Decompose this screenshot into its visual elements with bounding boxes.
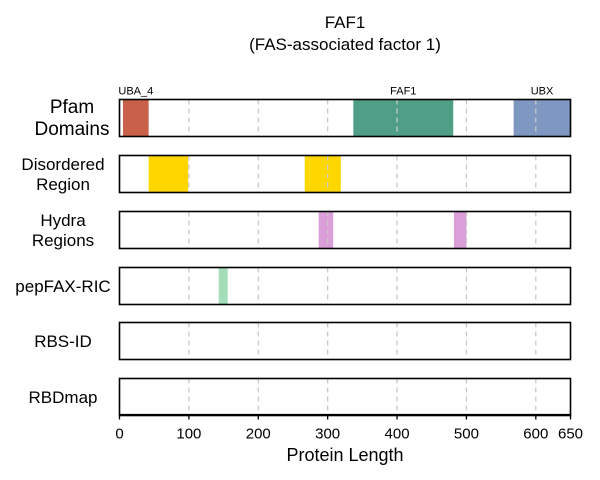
- track-label-line: Hydra: [40, 211, 86, 230]
- track-label-line: Region: [36, 175, 90, 194]
- track-rbs-id: RBS-ID: [34, 321, 572, 361]
- track-label-line: Regions: [32, 231, 94, 250]
- region-hydra-regions-1: [318, 211, 334, 249]
- track-label-pfam-domains: Pfam Domains: [35, 97, 110, 140]
- region-pepfax-ric-1: [218, 267, 228, 305]
- track-disordered-region: Disordered Region: [21, 154, 572, 194]
- track-border: [118, 154, 572, 194]
- region-pfam-domains-faf1: [353, 99, 454, 137]
- track-label-pepfax-ric: pepFAX-RIC: [15, 277, 110, 296]
- track-pfam-domains: UBA_4 FAF1 UBX Pfam Domains: [35, 86, 572, 140]
- track-border: [118, 266, 572, 306]
- chart-title: FAF1: [325, 13, 366, 32]
- track-label-rbdmap: RBDmap: [29, 388, 98, 407]
- track-label-line: Disordered: [21, 155, 104, 174]
- x-tick-label: 100: [176, 426, 201, 443]
- region-disordered-region-1: [148, 155, 189, 193]
- tracks-layer: UBA_4 FAF1 UBX Pfam Domains Disordered Region H…: [15, 86, 572, 417]
- chart-subtitle: (FAS-associated factor 1): [249, 35, 441, 54]
- x-tick-label: 650: [558, 426, 583, 443]
- track-pepfax-ric: pepFAX-RIC: [15, 266, 572, 306]
- x-tick-label: 0: [115, 426, 123, 443]
- track-label-line: Pfam: [50, 97, 94, 118]
- track-border: [118, 321, 572, 361]
- track-label-disordered-region: Disordered Region: [21, 155, 104, 194]
- track-label-rbs-id: RBS-ID: [34, 332, 92, 351]
- track-rbdmap: RBDmap: [29, 377, 572, 417]
- region-hydra-regions-2: [453, 211, 467, 249]
- region-disordered-region-2: [304, 155, 341, 193]
- x-tick-label: 500: [454, 426, 479, 443]
- domain-label-uba-4: UBA_4: [118, 86, 153, 98]
- track-label-hydra-regions: Hydra Regions: [32, 211, 94, 250]
- track-border: [118, 377, 572, 417]
- region-pfam-domains-uba-4: [122, 99, 149, 137]
- track-hydra-regions: Hydra Regions: [32, 210, 572, 250]
- x-tick-label: 600: [523, 426, 548, 443]
- track-label-line: Domains: [35, 119, 110, 140]
- x-axis-title: Protein Length: [286, 445, 403, 465]
- track-border: [118, 98, 572, 138]
- region-pfam-domains-ubx: [513, 99, 571, 137]
- track-border: [118, 210, 572, 250]
- domain-label-faf1: FAF1: [390, 86, 416, 98]
- x-tick-label: 400: [385, 426, 410, 443]
- x-tick-label: 200: [246, 426, 271, 443]
- x-tick-label: 300: [315, 426, 340, 443]
- x-axis: 0 100 200 300 400 500 600 650: [115, 413, 583, 443]
- domain-label-ubx: UBX: [531, 86, 554, 98]
